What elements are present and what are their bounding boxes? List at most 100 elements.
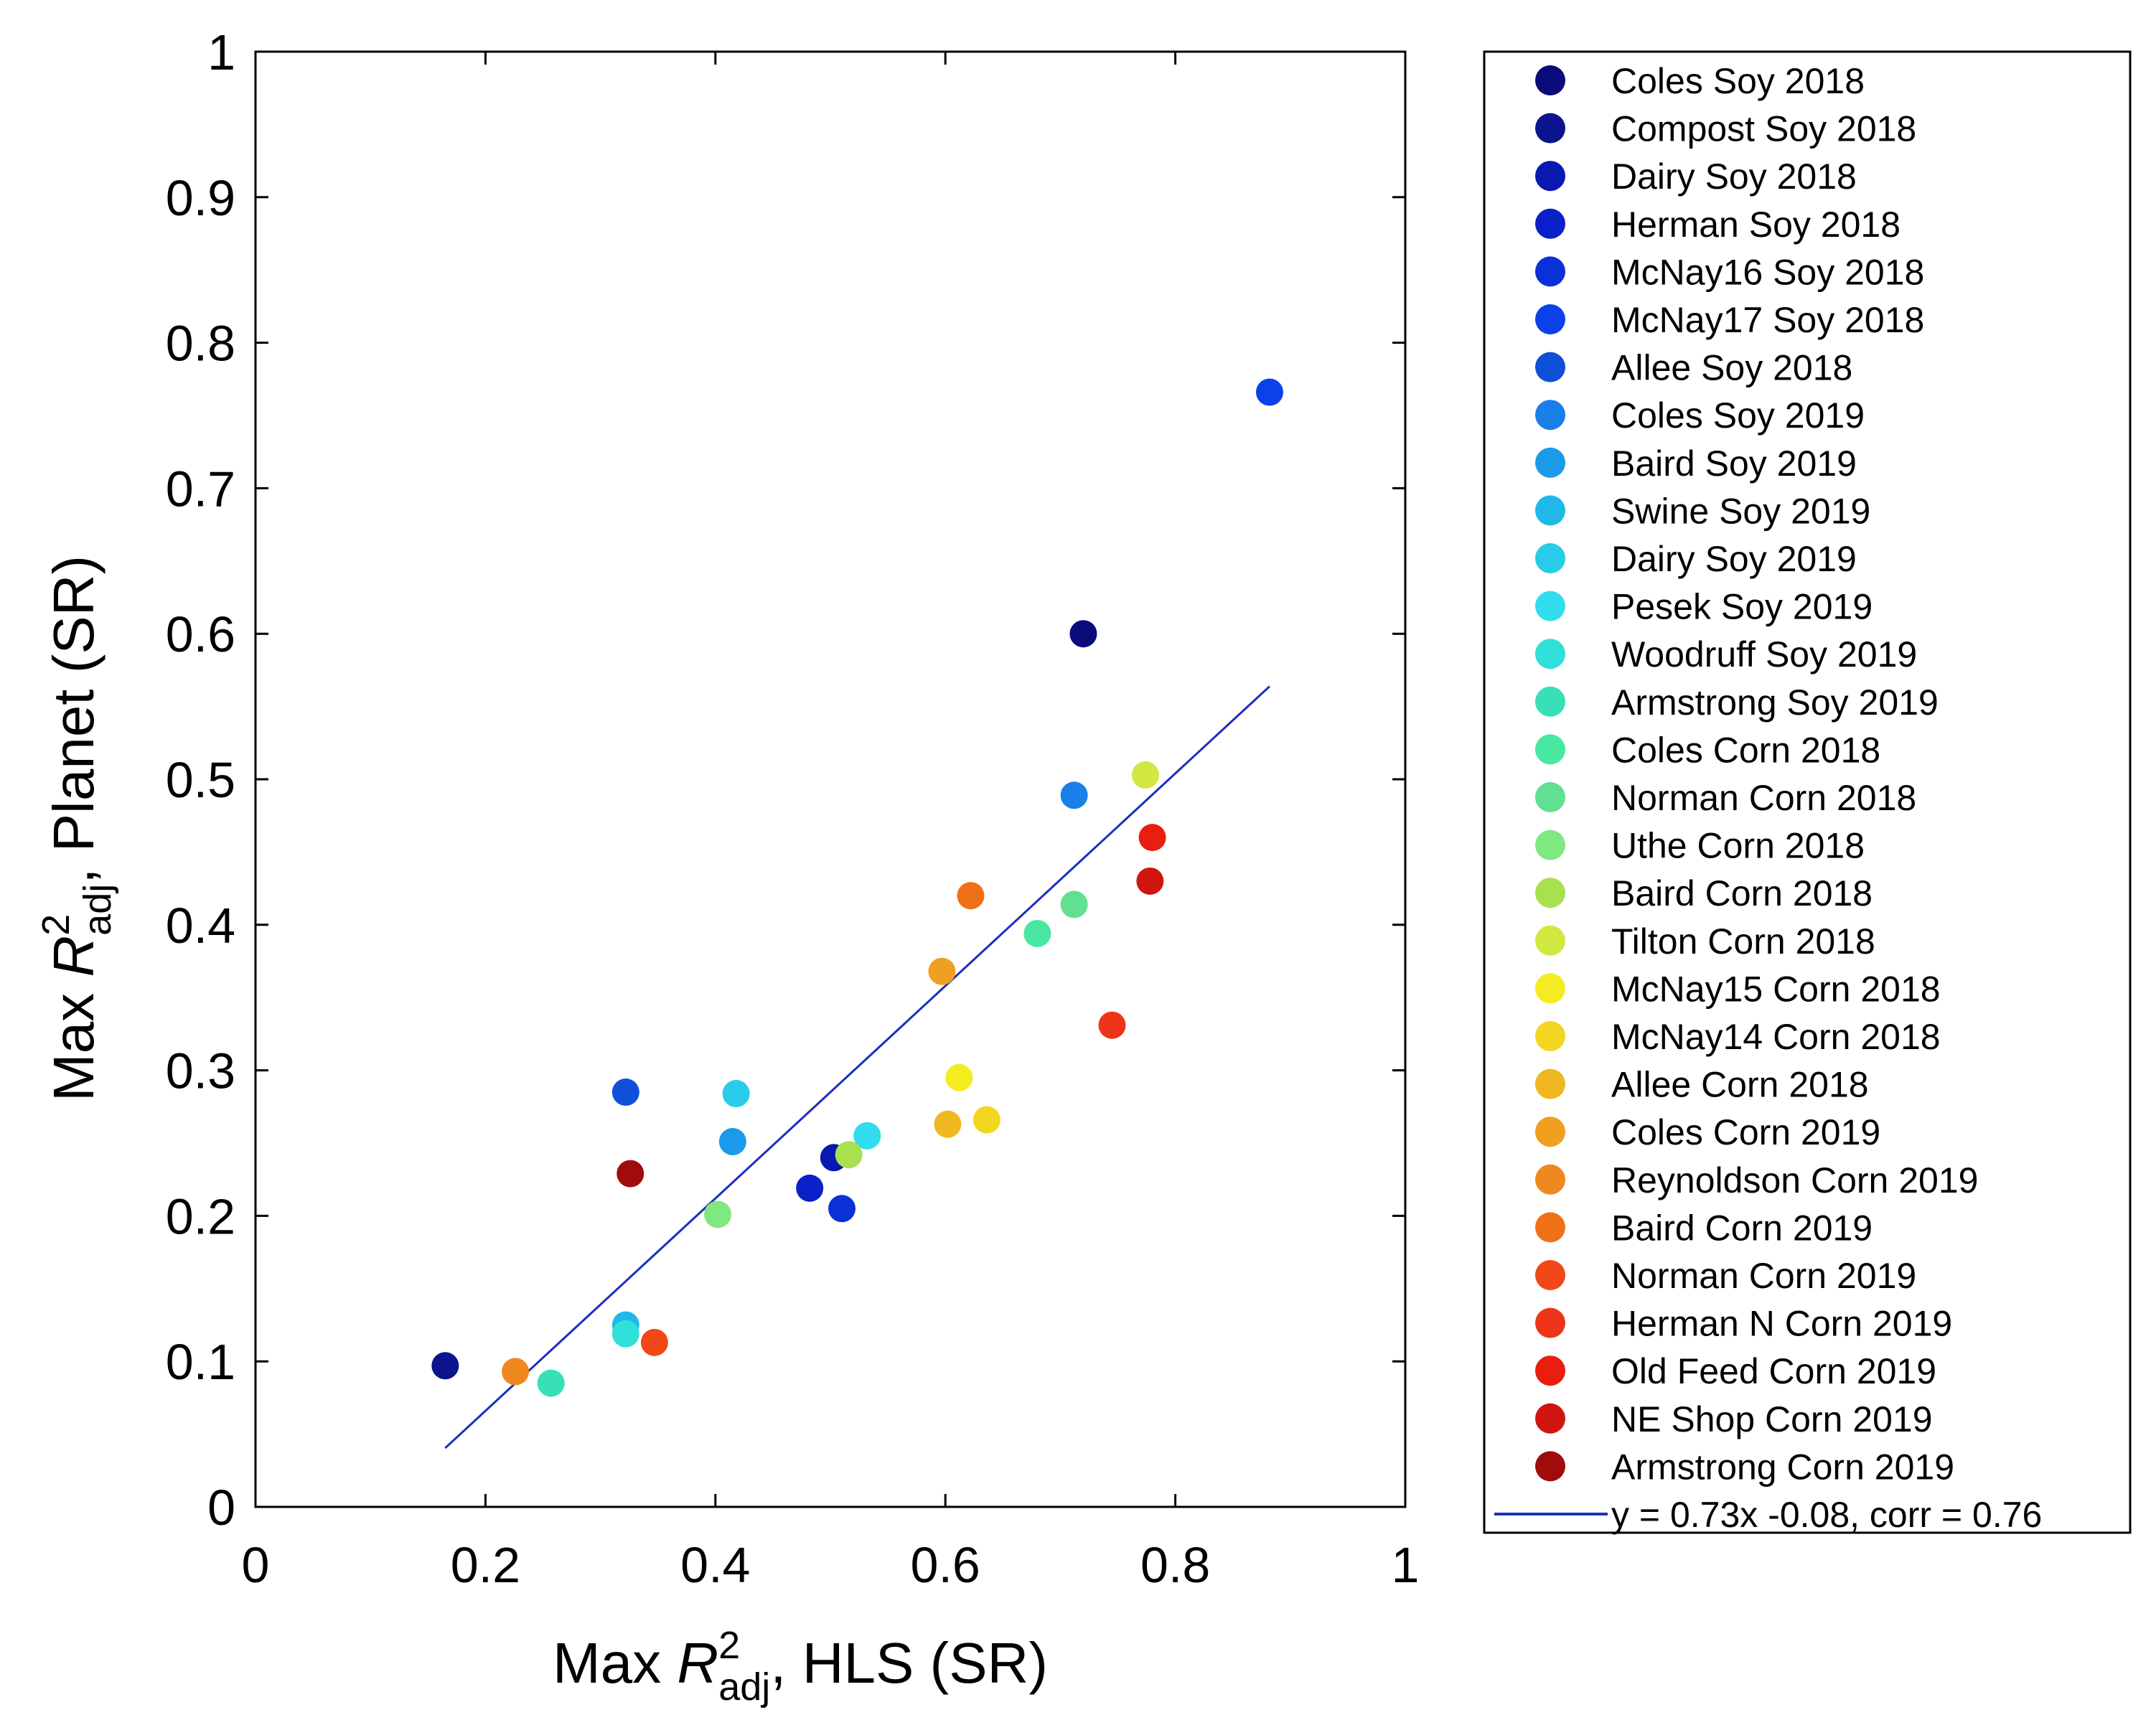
legend-label: Allee Corn 2018: [1611, 1065, 1869, 1105]
y-tick-label: 1: [207, 24, 235, 80]
legend-label: Compost Soy 2018: [1611, 109, 1916, 149]
legend-label: Old Feed Corn 2019: [1611, 1351, 1936, 1391]
data-point: [722, 1080, 750, 1108]
x-tick-label: 0.8: [1140, 1537, 1210, 1593]
data-point: [502, 1358, 530, 1386]
data-point: [718, 1127, 746, 1155]
legend-label: Tilton Corn 2018: [1611, 921, 1875, 962]
legend-label: Dairy Soy 2018: [1611, 156, 1857, 197]
legend-label: Coles Corn 2019: [1611, 1112, 1880, 1152]
legend-marker: [1535, 256, 1565, 287]
data-point: [617, 1160, 645, 1188]
legend-marker: [1535, 400, 1565, 431]
data-point: [1060, 890, 1088, 918]
legend-label: Armstrong Corn 2019: [1611, 1447, 1954, 1487]
data-point: [1136, 867, 1164, 895]
axes-box: [254, 50, 1407, 1508]
data-point: [611, 1320, 639, 1348]
y-tick-label: 0.1: [166, 1334, 235, 1390]
legend-marker: [1535, 352, 1565, 382]
y-tick-label: 0.2: [166, 1188, 235, 1244]
data-point: [1023, 919, 1051, 947]
legend-label: Allee Soy 2018: [1611, 348, 1852, 388]
legend-label: McNay14 Corn 2018: [1611, 1017, 1941, 1057]
y-tick-label: 0.4: [166, 898, 235, 954]
legend-marker: [1535, 543, 1565, 573]
x-axis-title: Max R2 adj, HLS (SR): [553, 1624, 1048, 1709]
legend-marker: [1535, 1403, 1565, 1434]
data-point: [934, 1110, 962, 1138]
legend-label: Herman Soy 2018: [1611, 205, 1900, 245]
legend-marker: [1535, 830, 1565, 860]
data-point: [1098, 1011, 1126, 1039]
legend-label: Swine Soy 2019: [1611, 491, 1870, 531]
y-tick-label: 0: [207, 1480, 235, 1536]
legend-marker: [1535, 1307, 1565, 1338]
x-tick-label: 0.6: [911, 1537, 980, 1593]
legend-label: Coles Corn 2018: [1611, 730, 1880, 770]
legend-label: Baird Corn 2018: [1611, 873, 1873, 913]
data-point: [957, 882, 985, 910]
legend-marker: [1535, 1117, 1565, 1147]
legend-marker: [1535, 1451, 1565, 1482]
legend-marker: [1535, 686, 1565, 717]
legend-box: [1483, 50, 2132, 1534]
x-tick-label: 0.4: [680, 1537, 750, 1593]
legend-label: McNay16 Soy 2018: [1611, 252, 1924, 292]
data-point: [828, 1195, 856, 1223]
legend-label: McNay17 Soy 2018: [1611, 300, 1924, 340]
legend-marker: [1535, 495, 1565, 526]
legend-marker: [1535, 447, 1565, 478]
legend-marker: [1535, 1021, 1565, 1051]
legend-marker: [1535, 1355, 1565, 1386]
legend-label: NE Shop Corn 2019: [1611, 1399, 1933, 1439]
data-point: [928, 957, 956, 985]
legend-label: Pesek Soy 2019: [1611, 587, 1873, 627]
legend-label: Herman N Corn 2019: [1611, 1304, 1952, 1344]
data-point: [972, 1106, 1000, 1134]
data-point: [1069, 620, 1097, 648]
legend-label: Uthe Corn 2018: [1611, 826, 1865, 866]
legend-fit-label: y = 0.73x -0.08, corr = 0.76: [1611, 1495, 2042, 1535]
data-point: [704, 1200, 732, 1228]
data-point: [853, 1122, 881, 1150]
fit-line: [444, 685, 1270, 1449]
x-tick-label: 1: [1392, 1537, 1420, 1593]
legend-label: Norman Corn 2018: [1611, 778, 1916, 818]
y-axis-title: Max R2adj, Planet (SR): [34, 555, 119, 1101]
legend-label: Woodruff Soy 2019: [1611, 634, 1917, 675]
legend-label: Armstrong Soy 2019: [1611, 682, 1939, 723]
legend-marker: [1535, 304, 1565, 334]
data-point: [835, 1141, 863, 1169]
data-point: [640, 1328, 668, 1356]
data-point: [1138, 824, 1166, 852]
data-point: [1131, 761, 1159, 789]
legend-label: Coles Soy 2018: [1611, 61, 1865, 101]
data-point: [796, 1174, 824, 1202]
x-tick-label: 0.2: [451, 1537, 520, 1593]
data-point: [431, 1352, 459, 1380]
y-tick-label: 0.9: [166, 170, 235, 226]
legend-marker: [1535, 1068, 1565, 1099]
legend-marker: [1535, 1164, 1565, 1195]
legend-label: Dairy Soy 2019: [1611, 539, 1857, 579]
legend-marker: [1535, 639, 1565, 669]
legend-label: Baird Soy 2019: [1611, 443, 1857, 484]
y-tick-label: 0.8: [166, 316, 235, 372]
y-tick-label: 0.3: [166, 1043, 235, 1099]
legend-marker: [1535, 1212, 1565, 1243]
y-tick-label: 0.7: [166, 461, 235, 517]
legend-marker: [1535, 878, 1565, 908]
legend-marker: [1535, 734, 1565, 765]
legend-marker: [1535, 208, 1565, 239]
legend-label: McNay15 Corn 2018: [1611, 969, 1941, 1009]
legend-label: Coles Soy 2019: [1611, 395, 1865, 436]
legend-label: Reynoldson Corn 2019: [1611, 1160, 1978, 1200]
data-point: [537, 1369, 565, 1397]
data-point: [1060, 781, 1088, 809]
legend-marker: [1535, 113, 1565, 144]
data-point: [945, 1063, 973, 1091]
legend-label: Baird Corn 2019: [1611, 1208, 1873, 1248]
data-point: [611, 1078, 639, 1106]
x-tick-label: 0: [242, 1537, 270, 1593]
